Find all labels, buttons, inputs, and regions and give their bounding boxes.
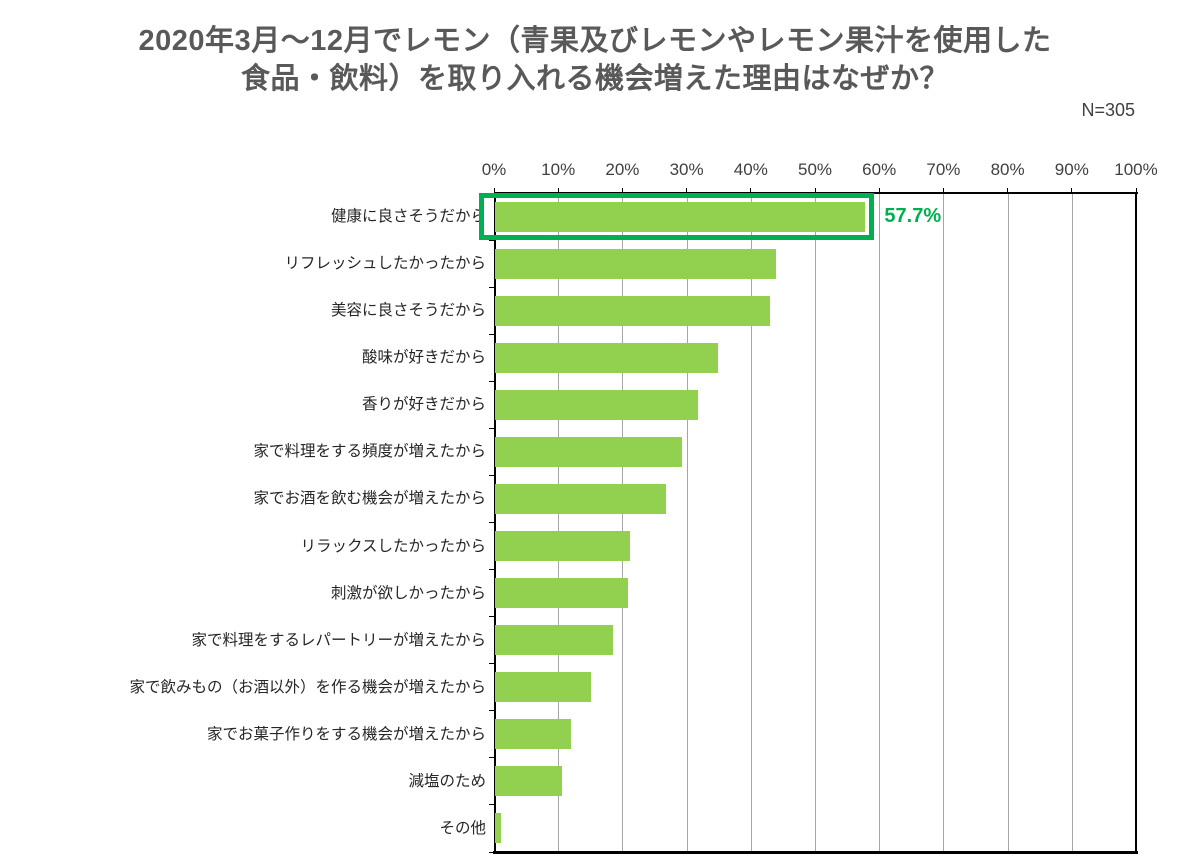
category-label: 美容に良さそうだから <box>330 302 486 320</box>
category-label: 家で料理をする頻度が増えたから <box>253 443 486 461</box>
category-label: リフレッシュしたかったから <box>284 255 486 273</box>
x-axis-tick-mark <box>750 188 752 193</box>
highlighted-value-label: 57.7% <box>884 204 942 227</box>
bar <box>495 813 502 844</box>
category-label: 家で料理をするレパートリーが増えたから <box>191 631 486 649</box>
bar <box>495 201 866 232</box>
plot-bottom-border <box>493 851 1138 854</box>
vertical-gridline <box>943 193 945 852</box>
x-axis-tick-mark <box>686 188 688 193</box>
category-axis-tick-mark <box>489 616 494 618</box>
category-axis-tick-mark <box>489 239 494 241</box>
vertical-gridline <box>750 193 752 852</box>
category-axis-tick-mark <box>489 380 494 382</box>
vertical-gridline <box>1071 193 1073 852</box>
bar <box>495 248 776 279</box>
vertical-gridline <box>686 193 688 852</box>
category-axis-tick-mark <box>489 804 494 806</box>
bar <box>495 342 719 373</box>
highlight-box <box>479 193 875 241</box>
x-axis-tick-mark <box>942 188 944 193</box>
vertical-gridline <box>879 193 881 852</box>
x-axis-tick-label: 30% <box>669 160 704 179</box>
x-axis-tick-mark <box>493 188 495 193</box>
chart-title: 2020年3月～12月でレモン（青果及びレモンやレモン果汁を使用した 食品・飲料… <box>35 22 1155 98</box>
bar <box>495 672 592 703</box>
category-axis-tick-mark <box>489 427 494 429</box>
x-axis-tick-mark <box>621 188 623 193</box>
x-axis-tick-mark <box>878 188 880 193</box>
bar <box>495 625 614 656</box>
category-label: 刺激が欲しかったから <box>330 584 486 602</box>
vertical-gridline <box>622 193 624 852</box>
vertical-gridline <box>815 193 816 852</box>
chart-title-line-1: 2020年3月～12月でレモン（青果及びレモンやレモン果汁を使用した <box>138 25 1052 57</box>
sample-size-label: N=305 <box>1081 100 1135 120</box>
x-axis-tick-label: 100% <box>1114 160 1158 179</box>
chart-title-line-2: 食品・飲料）を取り入れる機会増えた理由はなぜか？ <box>240 63 949 95</box>
plot-top-border <box>494 192 1138 194</box>
category-axis-tick-mark <box>489 851 494 853</box>
category-label: その他 <box>439 819 486 837</box>
category-label: 香りが好きだから <box>361 396 486 414</box>
category-label: 家でお菓子作りをする機会が増えたから <box>206 725 486 743</box>
x-axis-tick-mark <box>557 188 559 193</box>
category-axis-tick-mark <box>489 710 494 712</box>
x-axis-tick-mark <box>1007 188 1009 193</box>
category-label: 家で飲みもの（お酒以外）を作る機会が増えたから <box>129 678 486 696</box>
x-axis-tick-mark <box>1135 188 1137 193</box>
bar <box>495 578 628 609</box>
plot-right-border <box>1135 193 1137 852</box>
bar <box>495 295 771 326</box>
vertical-gridline <box>558 193 560 852</box>
category-axis-tick-mark <box>489 333 494 335</box>
category-axis-tick-mark <box>489 522 494 523</box>
category-label: 減塩のため <box>408 772 486 790</box>
category-axis-tick-mark <box>489 663 494 665</box>
bar <box>495 766 563 797</box>
x-axis-tick-label: 60% <box>862 160 897 179</box>
bar <box>495 483 666 514</box>
category-label: リラックスしたかったから <box>300 537 486 555</box>
bar <box>495 436 683 467</box>
category-axis-tick-mark <box>489 569 494 571</box>
bar <box>495 389 698 420</box>
x-axis-tick-label: 70% <box>926 160 961 179</box>
x-axis-tick-label: 90% <box>1054 160 1089 179</box>
x-axis-tick-label: 50% <box>797 160 833 179</box>
bar <box>495 531 630 562</box>
x-axis-tick-label: 80% <box>990 160 1025 179</box>
x-axis-tick-label: 0% <box>481 160 507 179</box>
category-axis-tick-mark <box>489 286 494 288</box>
x-axis-tick-label: 10% <box>541 160 576 179</box>
category-axis-tick-mark <box>489 757 494 759</box>
category-label: 健康に良さそうだから <box>330 208 486 225</box>
category-axis-line <box>494 193 496 852</box>
x-axis-tick-mark <box>814 188 816 193</box>
x-axis-tick-mark <box>1071 188 1073 193</box>
category-label: 家でお酒を飲む機会が増えたから <box>253 490 486 508</box>
bar <box>495 719 571 750</box>
category-label: 酸味が好きだから <box>361 349 486 367</box>
x-axis-tick-label: 20% <box>605 160 640 179</box>
category-axis-tick-mark <box>489 474 494 476</box>
x-axis-tick-label: 40% <box>733 160 768 179</box>
vertical-gridline <box>1007 193 1009 852</box>
